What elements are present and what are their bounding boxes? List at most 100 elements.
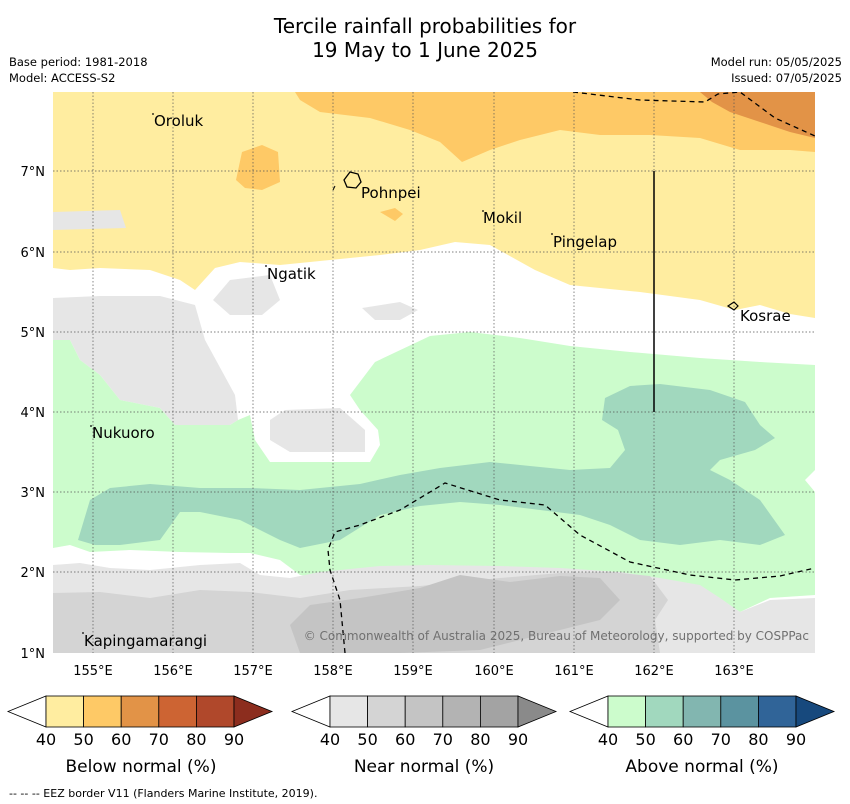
near-normal-40-mid xyxy=(362,302,418,320)
legend-tick-label: 40 xyxy=(598,730,618,749)
lat-tick-label: 4°N xyxy=(21,406,46,421)
near-normal-legend: 40 50 60 70 80 90 xyxy=(290,695,558,749)
legend-color-box xyxy=(367,695,406,728)
island-marker xyxy=(265,265,267,267)
legend-color-box xyxy=(45,695,84,728)
lat-tick-label: 2°N xyxy=(21,566,46,581)
place-label-nukuoro: Nukuoro xyxy=(92,424,155,442)
place-label-kosrae: Kosrae xyxy=(740,307,791,325)
lat-tick-label: 1°N xyxy=(21,647,46,662)
base-period: Base period: 1981-2018 xyxy=(9,55,148,69)
island-marker xyxy=(482,210,484,212)
legend-tick-label: 80 xyxy=(748,730,768,749)
island-marker xyxy=(152,113,154,115)
eez-footer-note: -- -- -- EEZ border V11 (Flanders Marine… xyxy=(9,787,317,800)
legend-color-box xyxy=(442,695,481,728)
lat-tick-label: 5°N xyxy=(21,326,46,341)
lat-tick-label: 6°N xyxy=(21,246,46,261)
lon-tick-label: 159°E xyxy=(393,664,433,679)
below-normal-60-region xyxy=(700,92,815,138)
legend-tick-label: 50 xyxy=(357,730,377,749)
lon-tick-label: 156°E xyxy=(153,664,193,679)
lon-tick-label: 158°E xyxy=(313,664,353,679)
place-label-pohnpei: Pohnpei xyxy=(361,184,421,202)
legend-extension-high xyxy=(233,695,274,728)
lon-tick-label: 161°E xyxy=(554,664,594,679)
place-label-pingelap: Pingelap xyxy=(553,233,617,251)
legend-tick-label: 90 xyxy=(508,730,528,749)
probability-map xyxy=(53,92,815,653)
legend-tick-label: 60 xyxy=(673,730,693,749)
legend-tick-label: 80 xyxy=(186,730,206,749)
legend-color-box xyxy=(404,695,444,728)
near-normal-60-south xyxy=(290,575,620,653)
legend-color-box xyxy=(607,695,646,728)
legend-tick-label: 70 xyxy=(149,730,169,749)
legend-color-box xyxy=(329,695,368,728)
legend-color-box xyxy=(682,695,722,728)
legend-color-box xyxy=(195,695,235,728)
legend-tick-label: 40 xyxy=(320,730,340,749)
legend-extension-low xyxy=(6,695,47,728)
below-normal-50-patch-small xyxy=(380,208,403,221)
pohnpei-island xyxy=(343,171,362,189)
island-marker xyxy=(332,185,336,191)
graticule xyxy=(53,92,815,653)
near-normal-40-south-patch xyxy=(270,408,365,452)
model-name: Model: ACCESS-S2 xyxy=(9,71,116,85)
legend-color-box xyxy=(758,695,797,728)
legend-title-above-normal: Above normal (%) xyxy=(625,757,778,777)
map-title-line2: 19 May to 1 June 2025 xyxy=(312,38,538,62)
eez-border xyxy=(327,92,815,653)
legend-extension-high xyxy=(795,695,836,728)
legend-color-box xyxy=(158,695,197,728)
island-marker xyxy=(551,233,553,235)
legend-tick-label: 90 xyxy=(786,730,806,749)
lon-tick-label: 157°E xyxy=(233,664,273,679)
near-normal-40-ngatik xyxy=(213,275,280,315)
map-title-line1: Tercile rainfall probabilities for xyxy=(273,14,577,38)
above-normal-legend: 40 50 60 70 80 90 xyxy=(568,695,836,749)
place-label-mokil: Mokil xyxy=(483,209,522,227)
lon-tick-label: 160°E xyxy=(474,664,514,679)
issued-date: Issued: 07/05/2025 xyxy=(731,71,842,85)
lon-tick-label: 163°E xyxy=(714,664,754,679)
legend-tick-label: 40 xyxy=(36,730,56,749)
model-run: Model run: 05/05/2025 xyxy=(710,55,842,69)
kosrae-island xyxy=(726,301,739,311)
legend-extension-high xyxy=(517,695,558,728)
legend-extension-low xyxy=(568,695,609,728)
place-label-kapingamarangi: Kapingamarangi xyxy=(84,632,207,650)
legend-tick-label: 90 xyxy=(224,730,244,749)
legend-tick-label: 60 xyxy=(111,730,131,749)
lon-tick-label: 155°E xyxy=(73,664,113,679)
legend-tick-label: 70 xyxy=(711,730,731,749)
copyright-notice: © Commonwealth of Australia 2025, Bureau… xyxy=(304,629,809,643)
legend-tick-label: 50 xyxy=(635,730,655,749)
place-label-oroluk: Oroluk xyxy=(154,112,203,130)
island-marker xyxy=(90,425,92,427)
below-normal-50-patch xyxy=(236,145,280,190)
near-normal-40-west-strip xyxy=(53,210,126,230)
legend-extension-low xyxy=(290,695,331,728)
island-marker xyxy=(82,632,84,634)
legend-color-box xyxy=(645,695,684,728)
lat-tick-label: 7°N xyxy=(21,165,46,180)
lon-tick-label: 162°E xyxy=(634,664,674,679)
lat-tick-label: 3°N xyxy=(21,486,46,501)
place-label-ngatik: Ngatik xyxy=(267,265,316,283)
near-normal-40-west xyxy=(53,296,238,425)
legend-tick-label: 70 xyxy=(433,730,453,749)
legend-color-box xyxy=(120,695,160,728)
below-normal-50-region xyxy=(295,92,815,162)
legend-color-box xyxy=(83,695,122,728)
legend-title-below-normal: Below normal (%) xyxy=(66,757,217,777)
legend-color-box xyxy=(720,695,759,728)
above-normal-50-region xyxy=(78,384,785,548)
legend-tick-label: 60 xyxy=(395,730,415,749)
below-normal-legend: 40 50 60 70 80 90 xyxy=(6,695,274,749)
legend-tick-label: 50 xyxy=(73,730,93,749)
below-normal-40-region xyxy=(53,92,815,318)
legend-title-near-normal: Near normal (%) xyxy=(354,757,494,777)
